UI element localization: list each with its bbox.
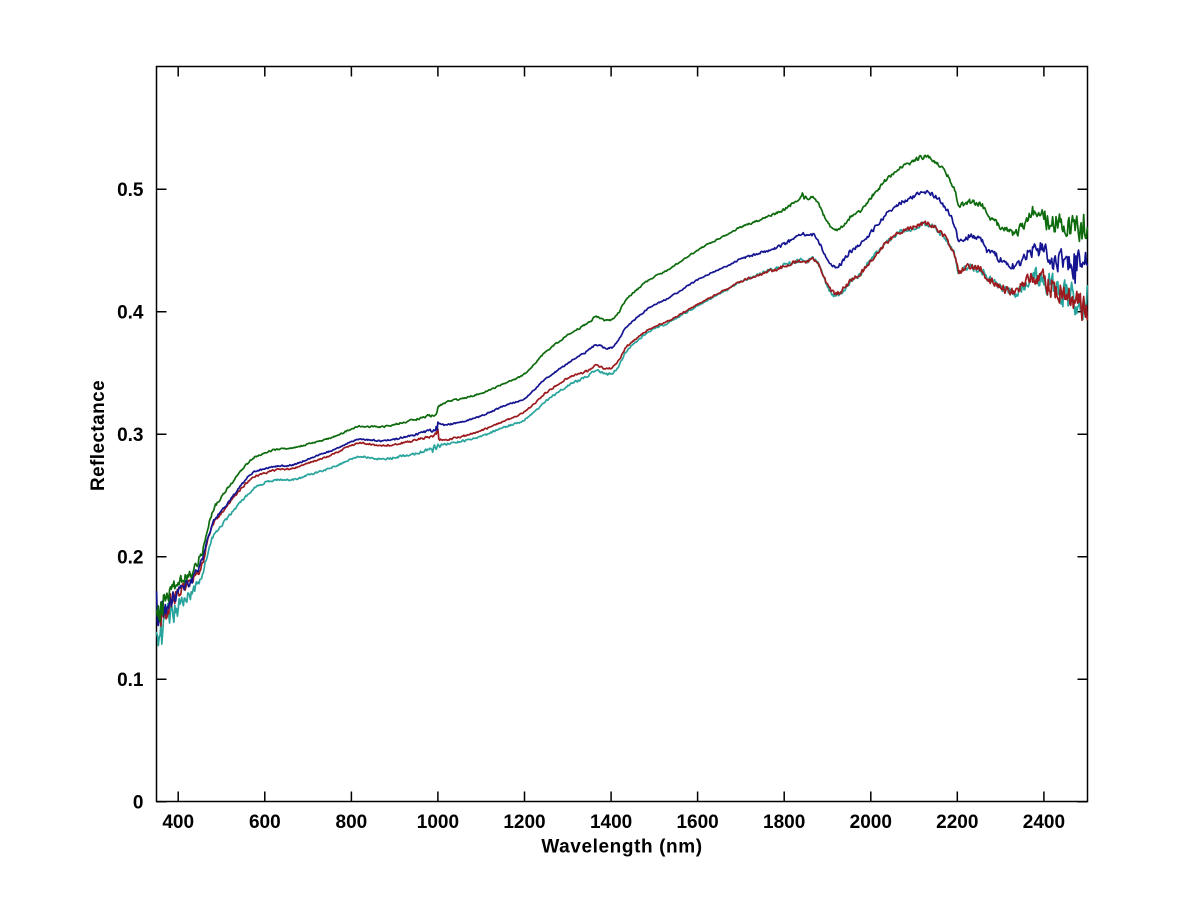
svg-text:0: 0: [133, 793, 144, 814]
svg-text:Reflectance: Reflectance: [88, 380, 109, 491]
svg-text:2200: 2200: [936, 812, 978, 833]
svg-text:2000: 2000: [850, 812, 892, 833]
svg-text:1800: 1800: [763, 812, 805, 833]
svg-text:1400: 1400: [590, 812, 632, 833]
svg-text:400: 400: [162, 812, 194, 833]
svg-text:1200: 1200: [503, 812, 545, 833]
svg-text:0.4: 0.4: [117, 303, 144, 324]
svg-text:0.3: 0.3: [117, 425, 143, 446]
svg-text:1000: 1000: [417, 812, 459, 833]
svg-text:Wavelength (nm): Wavelength (nm): [541, 837, 702, 858]
svg-text:1600: 1600: [676, 812, 718, 833]
svg-text:600: 600: [249, 812, 281, 833]
svg-text:2400: 2400: [1023, 812, 1065, 833]
svg-text:0.1: 0.1: [117, 670, 144, 691]
svg-text:0.5: 0.5: [117, 180, 144, 201]
svg-text:800: 800: [336, 812, 368, 833]
svg-text:0.2: 0.2: [117, 548, 143, 569]
